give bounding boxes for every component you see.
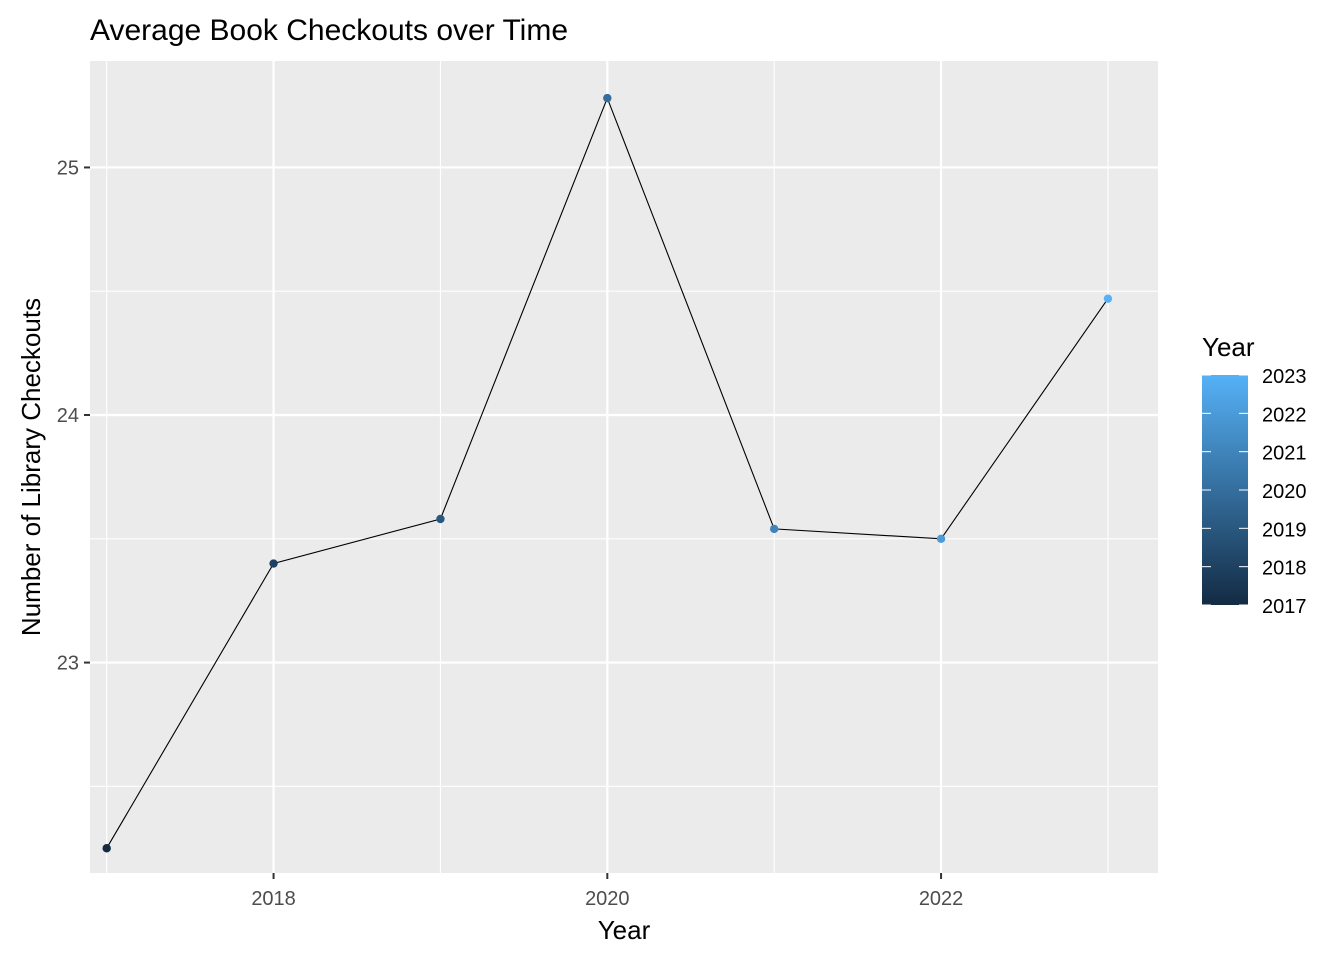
x-tick-label: 2020: [585, 888, 630, 910]
y-axis-title: Number of Library Checkouts: [16, 298, 46, 636]
legend-labels: 2023 2022 2021 2020 2019 2018 2017: [1262, 366, 1307, 618]
y-tick-label: 25: [57, 157, 79, 179]
data-point: [102, 844, 111, 853]
data-point: [1103, 294, 1113, 303]
data-point: [603, 93, 612, 103]
legend-ticks: [1202, 374, 1248, 606]
y-tick-label: 23: [57, 653, 79, 675]
data-point: [269, 559, 278, 568]
x-tick-label: 2022: [919, 888, 964, 910]
plot-panel: [90, 61, 1158, 873]
data-point: [769, 524, 779, 534]
legend-label: 2022: [1262, 404, 1307, 426]
legend-label: 2021: [1262, 443, 1307, 465]
chart-title: Average Book Checkouts over Time: [90, 14, 568, 47]
legend-label: 2018: [1262, 558, 1307, 580]
legend-title: Year: [1202, 332, 1255, 362]
color-legend: Year 2023 2022 2021 2020 2019 2018 2017: [1202, 332, 1307, 618]
x-axis-title: Year: [598, 915, 651, 945]
data-point: [436, 514, 445, 524]
data-points: [102, 93, 1113, 853]
y-axis-ticks: 23 24 25: [57, 157, 90, 675]
data-point: [936, 534, 946, 543]
y-tick-label: 24: [57, 405, 79, 427]
minor-gridlines: [90, 61, 1158, 873]
legend-label: 2019: [1262, 519, 1307, 541]
x-axis-ticks: 2018 2020 2022: [251, 873, 963, 910]
legend-label: 2023: [1262, 366, 1307, 388]
x-tick-label: 2018: [251, 888, 296, 910]
major-gridlines: [90, 61, 1158, 873]
legend-label: 2020: [1262, 481, 1307, 503]
legend-label: 2017: [1262, 596, 1307, 618]
